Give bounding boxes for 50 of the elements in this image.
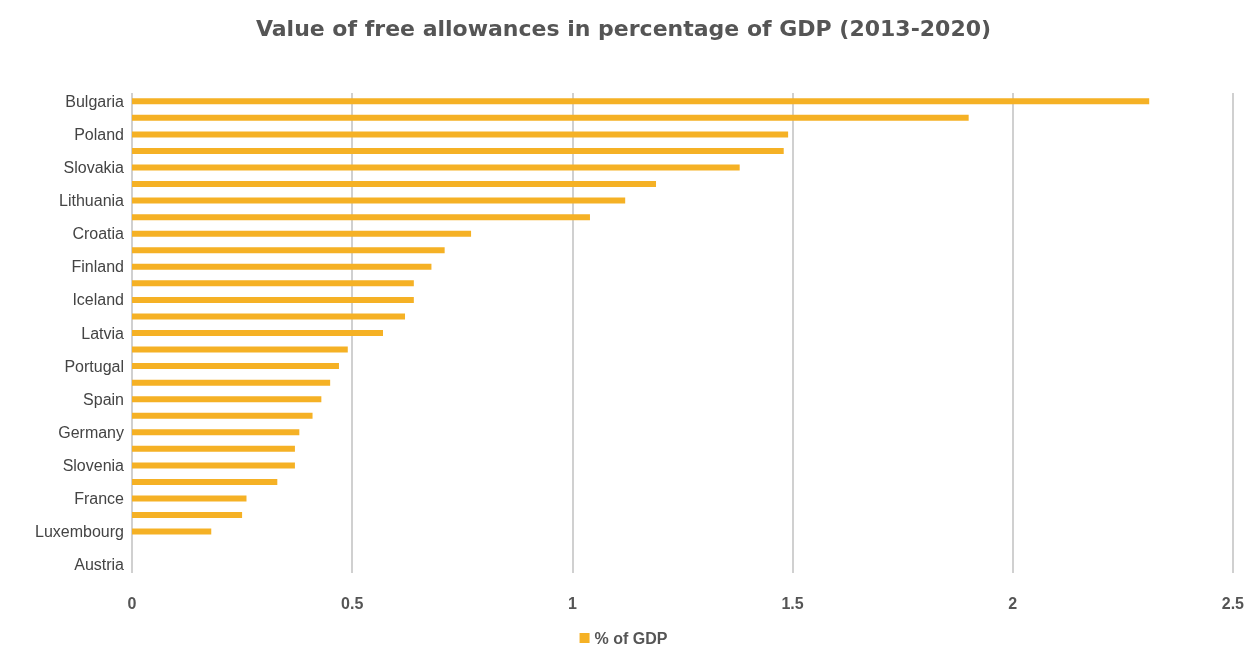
x-tick-label: 2.5: [1221, 594, 1245, 612]
bar: [132, 98, 1150, 105]
bar: [132, 247, 445, 254]
bar: [132, 462, 295, 469]
legend-label: % of GDP: [594, 629, 668, 647]
y-tick-label: Austria: [74, 556, 125, 574]
y-tick-label: Germany: [58, 423, 124, 441]
bar: [132, 495, 247, 502]
x-tick-label: 0.5: [341, 594, 364, 612]
bar: [132, 230, 472, 237]
y-tick-label: Lithuania: [59, 192, 125, 210]
bar: [132, 164, 740, 171]
bar: [132, 528, 212, 535]
bar: [132, 478, 278, 485]
bar: [132, 181, 657, 188]
bar: [132, 363, 339, 370]
bar: [132, 429, 300, 436]
bar: [132, 396, 322, 403]
x-tick-label: 1.5: [781, 594, 804, 612]
bar: [132, 131, 789, 138]
y-tick-label: Poland: [74, 125, 124, 143]
bar: [132, 114, 969, 121]
bar: [132, 379, 331, 386]
y-tick-label: Slovakia: [63, 158, 125, 176]
x-tick-label: 0: [127, 594, 137, 612]
y-tick-label: Portugal: [64, 357, 124, 375]
bar: [132, 147, 784, 154]
bar: [132, 330, 383, 336]
y-tick-label: Luxembourg: [35, 523, 124, 541]
bar: [132, 412, 313, 419]
x-tick-label: 1: [567, 594, 577, 612]
chart-title: Value of free allowances in percentage of GDP (2013-2020): [255, 15, 992, 41]
y-tick-label: France: [74, 490, 125, 508]
bar: [132, 197, 626, 204]
bar: [132, 280, 414, 287]
y-tick-label: Bulgaria: [65, 92, 125, 110]
y-tick-label: Croatia: [72, 225, 125, 243]
bar: [132, 512, 243, 519]
y-tick-label: Latvia: [81, 324, 125, 342]
bar: [132, 313, 406, 320]
bar: [132, 214, 590, 221]
y-tick-label: Spain: [83, 390, 124, 408]
bar: [132, 263, 432, 270]
y-tick-label: Slovenia: [62, 456, 125, 474]
y-tick-label: Iceland: [72, 291, 124, 309]
y-tick-label: Finland: [71, 258, 124, 276]
bar: [132, 445, 295, 452]
x-tick-label: 2: [1008, 594, 1018, 612]
bar: [132, 296, 414, 303]
bar: [132, 346, 348, 353]
